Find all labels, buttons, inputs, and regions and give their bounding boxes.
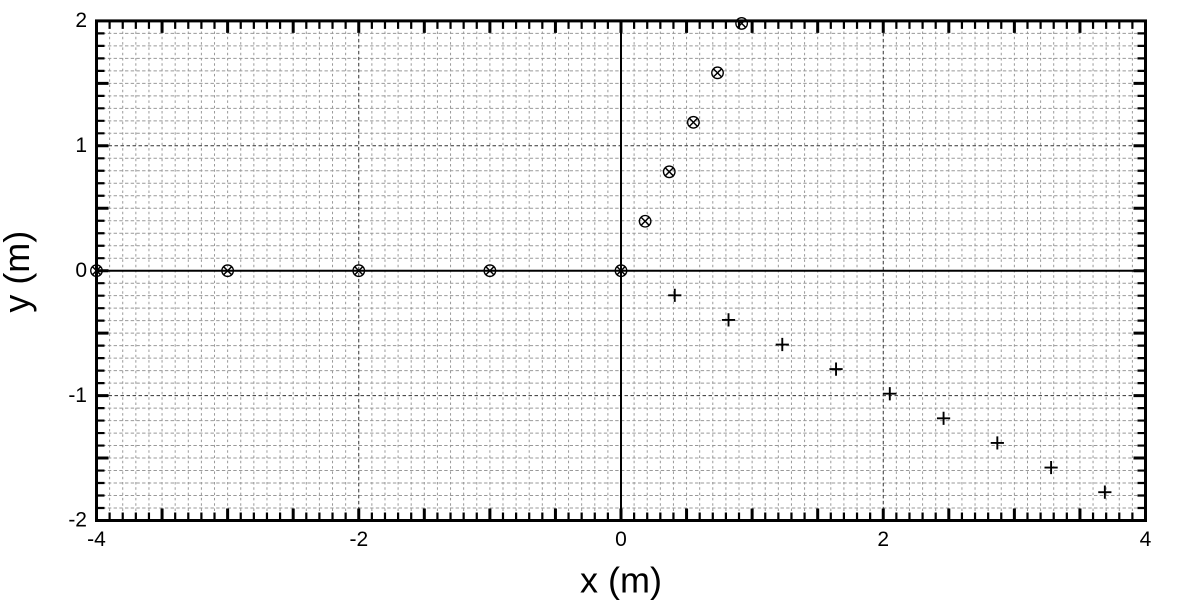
svg-text:-1: -1 bbox=[68, 384, 87, 407]
svg-text:2: 2 bbox=[877, 528, 889, 551]
svg-text:0: 0 bbox=[75, 259, 87, 282]
svg-text:2: 2 bbox=[75, 9, 87, 32]
svg-text:-2: -2 bbox=[349, 528, 368, 551]
svg-text:x (m): x (m) bbox=[580, 560, 662, 601]
svg-text:y (m): y (m) bbox=[0, 231, 37, 313]
svg-text:1: 1 bbox=[75, 134, 87, 157]
svg-text:-4: -4 bbox=[87, 528, 106, 551]
svg-text:4: 4 bbox=[1140, 528, 1152, 551]
svg-text:0: 0 bbox=[615, 528, 627, 551]
svg-text:-2: -2 bbox=[68, 509, 87, 532]
